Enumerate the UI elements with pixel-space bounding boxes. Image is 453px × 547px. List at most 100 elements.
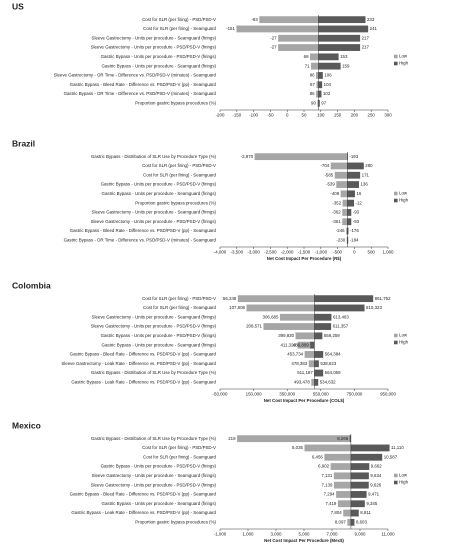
bar	[314, 369, 324, 377]
value-label: 613,403	[333, 314, 349, 319]
category-label: Gastric Bypass - Distribution of SLR Use…	[91, 370, 217, 375]
bar	[330, 463, 351, 470]
bar	[279, 313, 315, 321]
bar	[318, 99, 320, 107]
value-label: 564,384	[325, 352, 341, 357]
value-label: 280	[365, 163, 373, 168]
x-tick-label: 950,000	[380, 392, 396, 397]
x-tick-label: -500	[333, 250, 342, 255]
bar	[246, 304, 315, 312]
bar	[314, 378, 319, 386]
value-label: 9,634	[370, 473, 382, 478]
value-label: 87	[310, 82, 315, 87]
bar	[304, 444, 351, 452]
legend-swatch	[394, 54, 398, 59]
bar	[318, 34, 361, 42]
legend-label: High	[399, 198, 409, 203]
bar	[350, 509, 359, 517]
legend-label: High	[399, 480, 409, 485]
category-label: Cost for SLR (per firing) - Seamguard	[143, 26, 217, 31]
value-label: 233	[367, 17, 375, 22]
value-label: -704	[320, 163, 329, 168]
value-label: -184	[350, 238, 359, 243]
x-tick-label: 350,000	[279, 392, 295, 397]
bar	[347, 518, 351, 526]
legend-swatch	[394, 191, 398, 196]
bar	[350, 518, 355, 526]
category-label: Gastric Bypass - OR Time - Difference vs…	[64, 91, 217, 96]
bar	[330, 162, 348, 170]
value-label: 11,110	[391, 445, 404, 450]
category-label: Gastric Bypass - Units per procedure - P…	[101, 54, 217, 59]
bar	[347, 236, 349, 244]
value-label: 9,471	[368, 492, 380, 497]
value-label: 411,320	[280, 342, 296, 347]
bar	[349, 435, 351, 443]
legend-label: Low	[399, 54, 408, 59]
panel-title: Brazil	[12, 138, 35, 148]
category-label: Gastric Bypass - Distribution of SLR Use…	[91, 436, 217, 441]
value-label: 511,187	[297, 370, 313, 375]
value-label: 7,139	[321, 482, 333, 487]
legend-swatch	[394, 340, 398, 345]
bar	[237, 295, 315, 303]
value-label: -93	[353, 210, 360, 215]
value-label: 9,662	[371, 464, 383, 469]
x-tick-label: -2,000	[281, 250, 294, 255]
bar	[314, 351, 324, 358]
bar	[311, 62, 319, 70]
x-tick-label: 150,000	[246, 392, 262, 397]
category-label: Sleeve Gastrectomy - Units per procedure…	[91, 324, 217, 329]
value-label: 8,911	[360, 510, 371, 515]
value-label: 7,804	[331, 510, 343, 515]
x-tick-label: -50,000	[213, 392, 228, 397]
value-label: 861,762	[375, 296, 391, 301]
value-label: -27	[270, 45, 277, 50]
bar	[350, 453, 383, 461]
bar	[278, 34, 319, 42]
legend-swatch	[394, 198, 398, 203]
value-label: 493,478	[294, 380, 310, 385]
value-label: -12	[355, 200, 362, 205]
bar	[310, 53, 319, 61]
bar	[347, 162, 364, 170]
bar	[295, 332, 315, 340]
bar	[236, 25, 319, 33]
bar	[311, 378, 315, 386]
x-tick-label: -1,000	[315, 250, 328, 255]
bar	[337, 500, 351, 508]
value-label: -2,970	[241, 154, 254, 159]
x-axis-label: Net Cost Impact Per Procedure (R$)	[267, 256, 342, 261]
category-label: Proportion gastric bypass procedures (%)	[135, 101, 216, 106]
bar	[318, 25, 369, 33]
bar	[342, 199, 348, 207]
value-label: 8,097	[335, 520, 347, 525]
category-label: Proportion gastric bypass procedures (%)	[135, 200, 216, 205]
x-tick-label: 100	[317, 113, 325, 118]
x-tick-label: -2,500	[264, 250, 277, 255]
legend-label: Low	[399, 191, 408, 196]
bar	[314, 295, 374, 303]
bar	[278, 44, 319, 51]
bar	[342, 209, 348, 216]
x-tick-label: 1,000	[243, 532, 255, 537]
category-label: Gastric Bypass - Units per procedure - S…	[102, 501, 217, 506]
x-tick-label: 750,000	[346, 392, 362, 397]
value-label: -151	[226, 26, 235, 31]
x-axis-label: Net Cost Impact Per Procedure (COL$)	[264, 398, 345, 403]
x-tick-label: 550,000	[313, 392, 329, 397]
panel-title: Mexico	[12, 420, 41, 430]
bar	[314, 332, 323, 340]
value-label: -83	[251, 17, 258, 22]
bar	[297, 341, 315, 349]
bar	[347, 181, 359, 188]
value-label: 8,603	[356, 520, 368, 525]
bar	[347, 227, 349, 235]
bar	[334, 171, 348, 179]
value-label: 97	[321, 101, 326, 106]
x-tick-label: -50	[267, 113, 274, 118]
value-label: 136	[360, 182, 368, 187]
category-label: Gastric Bypass - Units per procedure - P…	[101, 464, 217, 469]
value-label: 153	[340, 54, 348, 59]
